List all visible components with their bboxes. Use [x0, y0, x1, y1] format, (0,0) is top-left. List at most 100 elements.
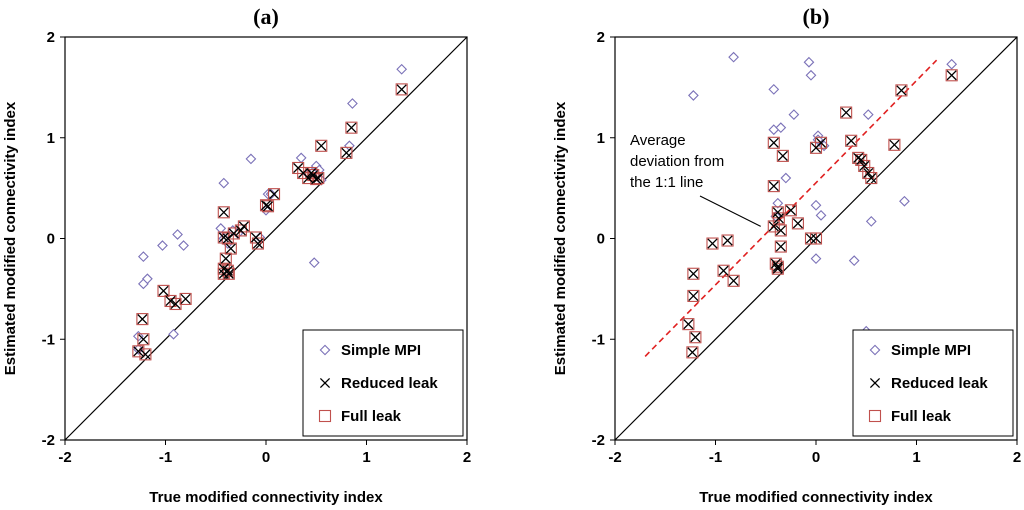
- y-tick-label: 1: [47, 130, 55, 147]
- x-tick-label: -2: [608, 449, 621, 466]
- full-leak-point: [774, 224, 787, 237]
- reduced-leak-point: [775, 225, 786, 236]
- annotation-line: the 1:1 line: [630, 174, 703, 191]
- full-leak-point: [814, 136, 828, 149]
- reduced-leak-point: [218, 207, 229, 218]
- simple-mpi-point: [780, 172, 792, 184]
- simple-mpi-point: [138, 251, 149, 263]
- full-leak-point: [767, 220, 780, 233]
- reduced-leak-point: [311, 173, 322, 185]
- y-tick-label: -2: [592, 432, 605, 449]
- legend-label: Full leak: [891, 408, 952, 425]
- simple-mpi-point: [899, 195, 910, 207]
- reduced-leak-point: [225, 243, 236, 254]
- simple-mpi-point: [295, 152, 307, 164]
- simple-mpi-point: [142, 273, 153, 285]
- full-leak-point: [721, 234, 734, 247]
- simple-mpi-point: [172, 229, 183, 240]
- full-leak-point: [682, 318, 695, 331]
- simple-mpi-point: [815, 209, 827, 221]
- reduced-leak-point: [218, 232, 229, 243]
- simple-mpi-point: [946, 58, 958, 70]
- legend-label: Simple MPI: [891, 342, 971, 359]
- simple-mpi-point: [168, 328, 179, 340]
- reduced-leak-point: [841, 107, 852, 118]
- reduced-leak-point: [319, 377, 331, 389]
- full-leak-point: [315, 139, 328, 152]
- series-reduced-leak: [683, 70, 957, 358]
- simple-mpi-point: [810, 253, 822, 265]
- simple-mpi-point: [215, 223, 227, 234]
- chart-panel-b: (b) -2 -1 0 1 2 -2 -1 0 1 2 True modified connectiv…: [552, 4, 1021, 506]
- x-tick-label: -1: [709, 449, 722, 466]
- simple-mpi-point: [245, 153, 257, 165]
- average-deviation-line: [644, 59, 938, 357]
- full-leak-point: [945, 69, 958, 82]
- legend-label: Reduced leak: [891, 375, 988, 392]
- full-leak-point: [717, 264, 730, 277]
- annotation-line: Average: [630, 132, 686, 149]
- reduced-leak-point: [250, 232, 262, 243]
- reduced-leak-point: [222, 233, 233, 244]
- simple-mpi-point: [157, 240, 168, 251]
- one-to-one-line: [64, 36, 468, 441]
- full-leak-point: [687, 289, 700, 302]
- series-reduced-leak: [133, 84, 407, 360]
- simple-mpi-point: [347, 98, 358, 109]
- simple-mpi-point: [810, 199, 822, 211]
- y-tick-label: -1: [42, 331, 55, 348]
- reduced-leak-point: [180, 293, 191, 305]
- reduced-leak-point: [896, 85, 907, 96]
- reduced-leak-point: [396, 84, 407, 95]
- reduced-leak-point: [853, 152, 864, 163]
- y-tick-label: -1: [592, 331, 605, 348]
- reduced-leak-point: [856, 154, 867, 165]
- reduced-leak-point: [138, 334, 149, 345]
- y-tick-label: 1: [597, 130, 605, 147]
- full-leak-point: [888, 138, 901, 151]
- reduced-leak-point: [133, 346, 144, 357]
- y-tick-label: 0: [47, 231, 55, 248]
- reduced-leak-point: [262, 201, 274, 212]
- reduced-leak-point: [768, 221, 779, 232]
- simple-mpi-point: [396, 63, 408, 75]
- full-leak-point: [137, 333, 150, 346]
- reduced-leak-point: [775, 241, 786, 252]
- full-leak-point: [136, 313, 149, 326]
- reduced-leak-point: [728, 275, 739, 286]
- reduced-leak-point: [718, 265, 729, 276]
- full-leak-point: [157, 284, 170, 297]
- full-leak-point: [845, 134, 858, 147]
- panel-label: (b): [803, 4, 830, 29]
- reduced-leak-point: [313, 172, 324, 184]
- x-tick-label: 2: [463, 449, 471, 466]
- full-leak-point: [791, 217, 804, 230]
- simple-mpi-point: [848, 255, 860, 267]
- reduced-leak-point: [137, 314, 148, 325]
- reduced-leak-point: [228, 228, 239, 239]
- x-axis-title: True modified connectivity index: [699, 489, 933, 506]
- full-leak-point: [267, 188, 281, 201]
- y-tick-label: 0: [597, 231, 605, 248]
- reduced-leak-point: [683, 319, 694, 330]
- simple-mpi-point: [218, 177, 230, 189]
- reduced-leak-point: [170, 298, 181, 310]
- reduced-leak-point: [268, 189, 280, 200]
- reduced-leak-point: [768, 181, 779, 192]
- simple-mpi-point: [688, 90, 699, 101]
- reduced-leak-point: [792, 218, 803, 229]
- legend-label: Full leak: [341, 408, 402, 425]
- simple-mpi-point: [862, 109, 874, 120]
- reduced-leak-point: [688, 290, 699, 301]
- full-leak-point: [217, 206, 230, 219]
- full-leak-point: [776, 149, 789, 162]
- legend: Simple MPI Reduced leak Full leak: [302, 329, 464, 437]
- full-leak-point: [687, 267, 700, 280]
- legend-label: Simple MPI: [341, 342, 421, 359]
- x-tick-label: 2: [1013, 449, 1021, 466]
- reduced-leak-point: [772, 261, 783, 272]
- reduced-leak-point: [687, 347, 698, 358]
- reduced-leak-point: [346, 122, 357, 133]
- x-tick-label: 0: [812, 449, 820, 466]
- x-tick-label: -1: [159, 449, 172, 466]
